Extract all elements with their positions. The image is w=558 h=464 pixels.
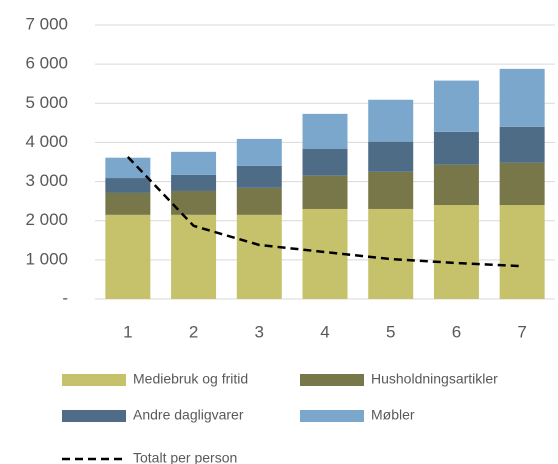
legend-label: Møbler bbox=[371, 407, 415, 423]
legend-swatch bbox=[62, 374, 126, 386]
bar-segment bbox=[105, 157, 151, 179]
x-tick-label: 7 bbox=[517, 322, 526, 341]
legend-swatch bbox=[62, 410, 126, 422]
bar-segment bbox=[433, 164, 479, 206]
bar-segment bbox=[368, 141, 414, 172]
x-tick-label: 6 bbox=[452, 322, 461, 341]
x-tick-label: 1 bbox=[123, 322, 132, 341]
y-tick-label: 6 000 bbox=[25, 54, 68, 73]
legend-label: Husholdningsartikler bbox=[371, 371, 498, 387]
y-tick-label: 3 000 bbox=[25, 171, 68, 190]
bar-segment bbox=[171, 214, 217, 299]
bar-segment bbox=[302, 148, 348, 176]
bar-segment bbox=[105, 214, 151, 299]
bar-segment bbox=[433, 131, 479, 165]
bar-segment bbox=[236, 138, 282, 166]
x-tick-label: 3 bbox=[255, 322, 264, 341]
x-tick-label: 4 bbox=[320, 322, 329, 341]
bar-segment bbox=[302, 208, 348, 299]
y-tick-label: 4 000 bbox=[25, 132, 68, 151]
bar-segment bbox=[499, 162, 545, 206]
bar-segment bbox=[236, 214, 282, 299]
y-tick-label: 5 000 bbox=[25, 93, 68, 112]
y-tick-label: 1 000 bbox=[25, 249, 68, 268]
y-tick-label: - bbox=[62, 288, 68, 307]
legend-label: Mediebruk og fritid bbox=[133, 371, 248, 387]
bar-segment bbox=[499, 205, 545, 299]
bar-segment bbox=[236, 187, 282, 215]
bar-segment bbox=[433, 80, 479, 132]
bar-segment bbox=[368, 208, 414, 299]
y-tick-label: 7 000 bbox=[25, 14, 68, 33]
bar-segment bbox=[433, 205, 479, 299]
legend-label: Totalt per person bbox=[133, 450, 237, 464]
bar-segment bbox=[105, 192, 151, 215]
legend-swatch bbox=[300, 410, 364, 422]
bar-segment bbox=[105, 178, 151, 193]
bar-segment bbox=[499, 126, 545, 163]
x-tick-label: 5 bbox=[386, 322, 395, 341]
bar-segment bbox=[302, 175, 348, 209]
bar-segment bbox=[368, 171, 414, 209]
bar-segment bbox=[171, 190, 217, 215]
total-line bbox=[126, 156, 523, 268]
legend-label: Andre dagligvarer bbox=[133, 407, 244, 423]
bar-segment bbox=[499, 68, 545, 127]
x-tick-label: 2 bbox=[189, 322, 198, 341]
bar-segment bbox=[171, 151, 217, 175]
legend-swatch bbox=[300, 374, 364, 386]
bar-segment bbox=[171, 174, 217, 191]
bar-segment bbox=[236, 165, 282, 188]
bar-segment bbox=[368, 99, 414, 142]
y-tick-label: 2 000 bbox=[25, 210, 68, 229]
bar-segment bbox=[302, 113, 348, 149]
